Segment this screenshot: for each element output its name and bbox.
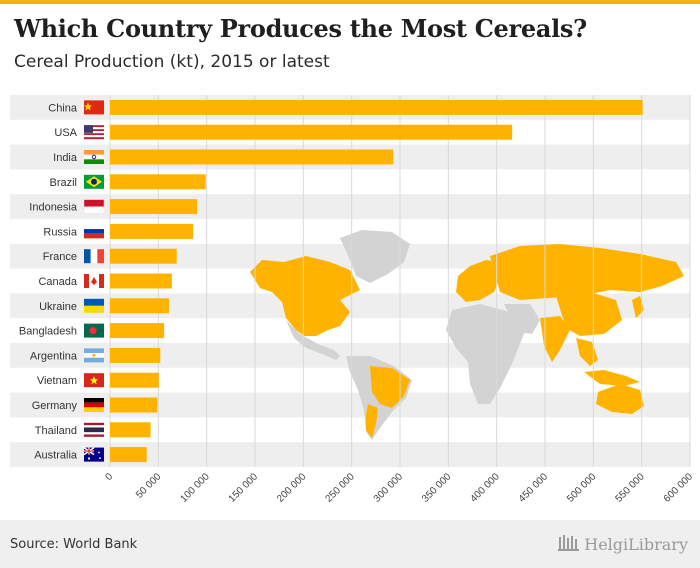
bar-chart: China USA India Brazil Indonesia Russia France… <box>10 95 695 505</box>
thailand-flag <box>84 422 104 437</box>
x-tick-label: 150 000 <box>227 471 261 505</box>
map-argentina <box>366 404 378 438</box>
x-tick-label: 550 000 <box>613 471 647 505</box>
brand-name: HelgiLibrary <box>584 534 688 554</box>
france-flag <box>84 249 104 264</box>
world-map-background <box>250 230 684 440</box>
map-north-america <box>250 256 360 336</box>
indonesia-flag <box>83 199 105 214</box>
category-label: Bangladesh <box>19 326 77 338</box>
usa-flag <box>84 125 104 140</box>
bar-ukraine <box>110 298 169 314</box>
bar-bangladesh <box>110 323 165 339</box>
brand-logo: HelgiLibrary <box>558 533 688 555</box>
bar-canada <box>110 273 172 289</box>
category-label: Argentina <box>30 350 78 362</box>
russia-flag <box>84 224 104 239</box>
bar-argentina <box>110 347 161 363</box>
ukraine-flag <box>84 298 104 313</box>
x-tick-label: 450 000 <box>517 471 551 505</box>
category-label: Germany <box>32 400 78 412</box>
category-label: Russia <box>43 226 78 238</box>
category-label: Canada <box>38 276 77 288</box>
x-tick-label: 200 000 <box>275 471 309 505</box>
category-label: India <box>53 152 78 164</box>
x-tick-label: 100 000 <box>178 471 212 505</box>
argentina-flag <box>84 348 104 363</box>
category-label: Indonesia <box>29 202 78 214</box>
country-flags <box>83 100 105 462</box>
bars <box>110 99 643 463</box>
x-tick-label: 500 000 <box>565 471 599 505</box>
category-label: Brazil <box>49 177 77 189</box>
x-tick-labels: 0 50 000 100 000 150 000 200 000 250 000 300 0… <box>103 471 695 505</box>
map-india <box>540 316 570 362</box>
x-tick-label: 300 000 <box>372 471 406 505</box>
bar-thailand <box>110 422 151 438</box>
x-tick-label: 250 000 <box>323 471 357 505</box>
footer-band <box>0 520 700 568</box>
map-mexico <box>286 320 340 360</box>
category-label: Ukraine <box>39 301 77 313</box>
bar-australia <box>110 447 147 463</box>
bar-china <box>110 99 643 115</box>
bar-russia <box>110 223 194 239</box>
category-label: France <box>43 251 77 263</box>
map-greenland <box>340 230 410 283</box>
bar-vietnam <box>110 372 159 388</box>
vietnam-flag <box>84 373 104 388</box>
map-se-asia <box>576 338 598 366</box>
chart-title: Which Country Produces the Most Cereals? <box>14 14 587 43</box>
map-china <box>556 292 622 336</box>
china-flag <box>84 100 104 115</box>
map-africa <box>446 304 526 404</box>
map-indonesia <box>584 370 640 386</box>
category-label: Vietnam <box>37 375 77 387</box>
top-accent-bar <box>0 0 700 4</box>
bar-germany <box>110 397 158 413</box>
category-labels: China USA India Brazil Indonesia Russia France… <box>19 102 78 461</box>
map-europe <box>456 260 500 302</box>
category-label: Thailand <box>35 425 77 437</box>
x-tick-label: 400 000 <box>468 471 502 505</box>
bar-usa <box>110 124 513 140</box>
map-australia <box>596 384 644 414</box>
category-label: USA <box>54 127 77 139</box>
australia-flag <box>83 446 104 462</box>
bar-brazil <box>110 174 206 190</box>
bar-indonesia <box>110 199 197 215</box>
x-tick-label: 0 <box>103 471 115 483</box>
canada-flag <box>84 274 104 288</box>
bar-india <box>110 149 394 165</box>
india-flag <box>84 150 104 164</box>
chart-subtitle: Cereal Production (kt), 2015 or latest <box>14 52 330 72</box>
x-tick-label: 350 000 <box>420 471 454 505</box>
bangladesh-flag <box>84 323 104 338</box>
map-japan <box>632 296 644 318</box>
category-label: China <box>48 102 78 114</box>
brazil-flag <box>84 174 104 189</box>
x-tick-label: 50 000 <box>134 471 164 501</box>
library-icon <box>558 533 580 555</box>
map-middle-east <box>504 304 540 334</box>
source-note: Source: World Bank <box>10 537 138 552</box>
category-label: Australia <box>34 450 78 462</box>
x-tick-label: 600 000 <box>662 471 696 505</box>
map-russia <box>490 244 684 300</box>
bar-france <box>110 248 177 264</box>
germany-flag <box>84 398 104 412</box>
